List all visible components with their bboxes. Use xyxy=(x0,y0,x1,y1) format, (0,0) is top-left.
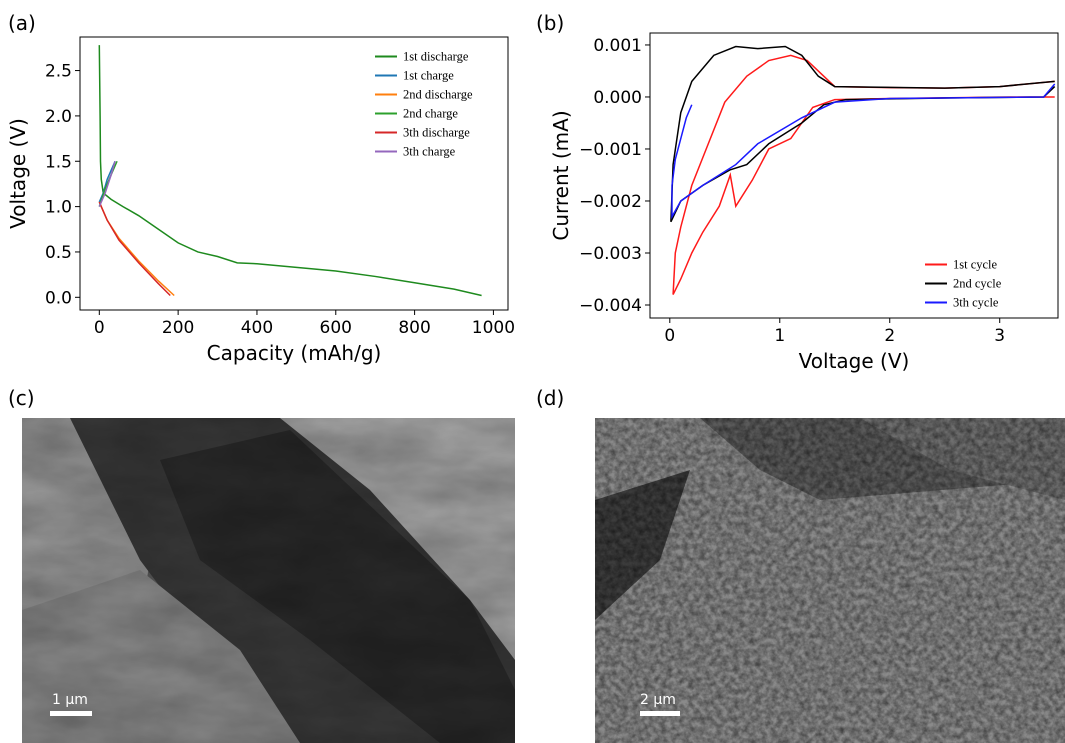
legend-label: 2nd charge xyxy=(403,107,458,121)
panel-label: (a) xyxy=(8,11,36,35)
y-tick-label: −0.001 xyxy=(579,140,642,160)
x-tick-label: 1000 xyxy=(472,318,515,338)
y-tick-label: 2.0 xyxy=(45,107,72,127)
x-axis-label: Capacity (mAh/g) xyxy=(207,341,382,365)
y-tick-label: −0.003 xyxy=(579,244,642,264)
y-axis-label: Voltage (V) xyxy=(6,118,30,229)
panel-label: (b) xyxy=(536,11,564,35)
legend-label: 3th cycle xyxy=(953,296,999,310)
y-tick-label: 0.5 xyxy=(45,243,72,263)
legend-label: 2nd cycle xyxy=(953,277,1002,291)
x-tick-label: 400 xyxy=(241,318,273,338)
x-tick-label: 1 xyxy=(774,326,785,346)
legend-label: 1st cycle xyxy=(953,258,998,272)
data-line xyxy=(672,84,1055,217)
legend-label: 2nd discharge xyxy=(403,88,473,102)
x-tick-label: 200 xyxy=(162,318,194,338)
x-tick-label: 3 xyxy=(994,326,1005,346)
x-tick-label: 2 xyxy=(884,326,895,346)
scale-bar-label: 1 μm xyxy=(52,692,88,708)
x-tick-label: 600 xyxy=(320,318,352,338)
plot-frame xyxy=(650,33,1058,318)
x-tick-label: 0 xyxy=(94,318,105,338)
y-axis-label: Current (mA) xyxy=(549,110,573,240)
y-tick-label: 0.001 xyxy=(593,36,642,56)
y-tick-label: 1.5 xyxy=(45,152,72,172)
x-axis-label: Voltage (V) xyxy=(799,349,910,373)
panel-label: (c) xyxy=(8,386,35,410)
y-tick-label: 2.5 xyxy=(45,62,72,82)
data-line xyxy=(673,55,1055,294)
legend-label: 3th charge xyxy=(403,145,456,159)
data-line xyxy=(99,202,174,295)
data-line xyxy=(671,47,1055,222)
figure: (a) (b) (c) (d) 1 μm 2 μm 0 200 400 600 800 1… xyxy=(0,0,1065,743)
y-tick-label: −0.002 xyxy=(579,192,642,212)
legend-label: 1st charge xyxy=(403,69,454,83)
y-tick-label: 0.000 xyxy=(593,88,642,108)
x-tick-label: 800 xyxy=(398,318,430,338)
sem-image-c: 1 μm xyxy=(22,418,515,743)
data-line xyxy=(99,45,481,295)
y-tick-label: 1.0 xyxy=(45,198,72,218)
x-tick-label: 0 xyxy=(664,326,675,346)
y-tick-label: 0.0 xyxy=(45,288,72,308)
panel-label: (d) xyxy=(536,386,564,410)
legend-label: 1st discharge xyxy=(403,50,469,64)
legend-label: 3th discharge xyxy=(403,126,470,140)
scale-bar-label: 2 μm xyxy=(640,692,676,708)
y-tick-label: −0.004 xyxy=(579,296,642,316)
sem-image-d: 2 μm xyxy=(595,418,1065,743)
